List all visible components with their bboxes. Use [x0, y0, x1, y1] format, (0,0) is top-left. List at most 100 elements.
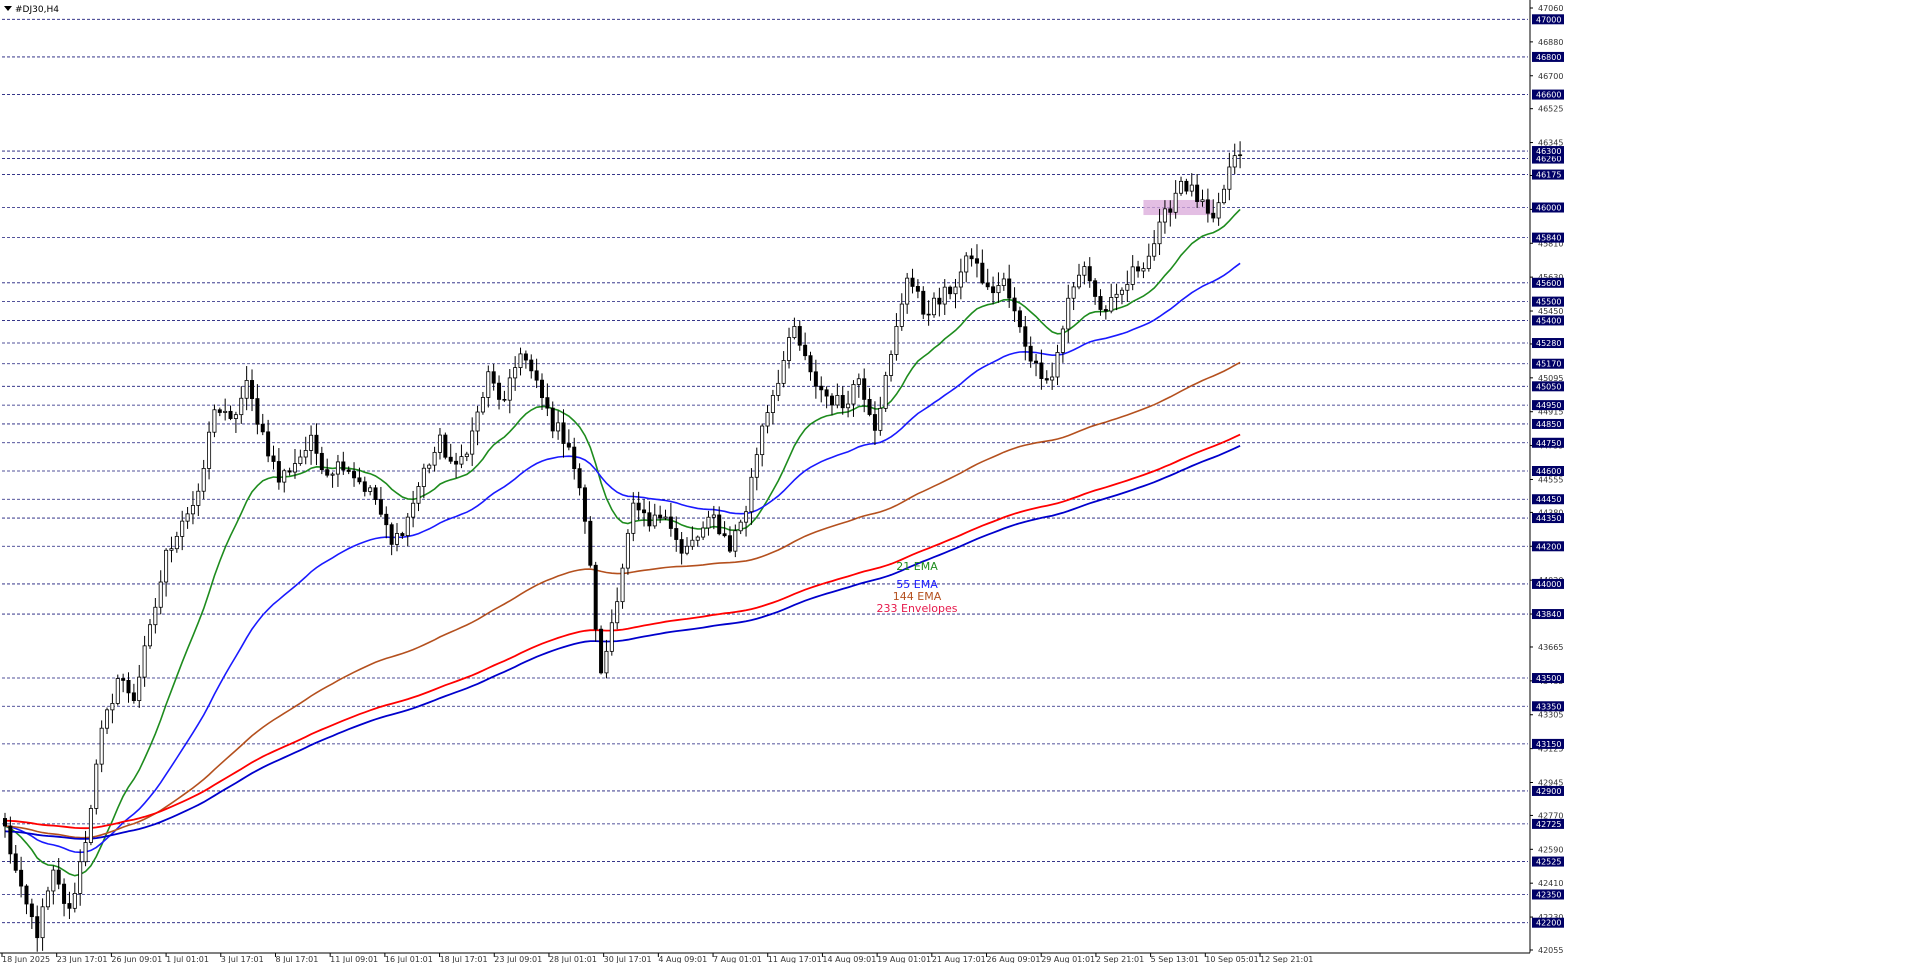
level-price-tag-bg — [1532, 169, 1564, 180]
candle — [13, 844, 18, 873]
candle-body — [1195, 184, 1200, 202]
candle-body — [1034, 360, 1039, 364]
candle-body — [19, 869, 24, 887]
candle-body — [115, 678, 120, 704]
candle — [432, 446, 437, 472]
candle — [813, 359, 818, 399]
candle-body — [663, 516, 668, 519]
candle-body — [223, 410, 228, 413]
level-price-tag-bg — [1532, 673, 1564, 684]
candle — [147, 618, 152, 649]
candle-body — [40, 906, 45, 939]
candle-body — [491, 371, 496, 384]
candle — [593, 561, 598, 642]
level-price-tag: 42725 — [1532, 818, 1564, 829]
level-price-tag-bg — [1532, 494, 1564, 505]
candle-body — [164, 549, 169, 583]
candle-body — [889, 354, 894, 376]
candle-body — [942, 286, 947, 305]
candle-body — [400, 533, 405, 536]
candle — [1227, 152, 1232, 201]
candle — [872, 401, 877, 446]
x-tick-label: 29 Aug 01:01 — [1041, 955, 1095, 963]
level-price-tag: 45400 — [1532, 315, 1564, 326]
x-tick-labels: 18 Jun 2025 23 Jun 17:01 26 Jun 09:01 1 Jul… — [1, 953, 1313, 964]
candle — [701, 521, 706, 541]
candle-body — [588, 520, 593, 566]
candle-body — [556, 422, 561, 432]
level-price-tag-bg — [1532, 856, 1564, 867]
candle-body — [776, 382, 781, 396]
candle — [932, 292, 937, 318]
candle — [486, 365, 491, 408]
candle-body — [1050, 376, 1055, 381]
x-tick-label: 28 Jul 01:01 — [549, 955, 597, 963]
y-tick-label: 44380 — [1538, 508, 1563, 517]
candle — [1200, 189, 1205, 207]
candle — [588, 516, 593, 568]
candle — [1087, 257, 1092, 288]
candle — [303, 436, 308, 465]
candle — [867, 388, 872, 417]
level-price-tag: 46260 — [1532, 153, 1564, 164]
candle — [894, 313, 899, 361]
candle — [1205, 188, 1210, 223]
candle-body — [862, 378, 867, 400]
candle-body — [1109, 297, 1114, 312]
candle — [341, 451, 346, 475]
candle-body — [357, 477, 362, 483]
candle — [684, 537, 689, 556]
level-price-label: 42525 — [1536, 858, 1561, 867]
candle-body — [13, 853, 18, 871]
candle — [953, 278, 958, 309]
legend-label: 233 Envelopes — [877, 602, 958, 615]
candle — [647, 501, 652, 532]
candle — [421, 463, 426, 499]
triangle-down-icon[interactable] — [4, 6, 12, 11]
y-tick-label: 42410 — [1538, 879, 1563, 888]
candle — [45, 886, 50, 910]
candle — [1039, 349, 1044, 390]
candle-body — [937, 297, 942, 305]
level-price-tag-bg — [1532, 358, 1564, 369]
candle-body — [174, 535, 179, 550]
candle-body — [1238, 154, 1243, 157]
candle-body — [486, 371, 491, 398]
candle-body — [1232, 155, 1237, 168]
candle — [1179, 176, 1184, 196]
candle — [840, 386, 845, 415]
level-price-tag-bg — [1532, 153, 1564, 164]
level-price-tag-bg — [1532, 89, 1564, 100]
candle-body — [1012, 297, 1017, 312]
candle-body — [787, 337, 792, 361]
candle-body — [593, 564, 598, 630]
candle-body — [679, 539, 684, 554]
x-tick-label: 11 Aug 17:01 — [768, 955, 822, 963]
candle-body — [545, 397, 550, 409]
candle-body — [475, 411, 480, 432]
candle-body — [905, 277, 910, 305]
candle-body — [566, 443, 571, 448]
level-price-tag-bg — [1532, 466, 1564, 477]
candle — [620, 563, 625, 609]
candle — [51, 865, 56, 905]
candle-body — [341, 461, 346, 471]
candle — [266, 419, 271, 463]
candle-body — [432, 451, 437, 466]
candle — [223, 398, 228, 421]
candle — [609, 609, 614, 656]
candle — [1060, 325, 1065, 363]
candle — [631, 492, 636, 542]
candle — [695, 535, 700, 547]
y-tick-label: 42945 — [1538, 778, 1563, 787]
candle — [1232, 143, 1237, 174]
level-price-tag-bg — [1532, 400, 1564, 411]
candle-body — [577, 468, 582, 489]
level-price-label: 47000 — [1536, 15, 1561, 24]
candle — [545, 383, 550, 417]
candle-body — [684, 545, 689, 554]
candle — [174, 531, 179, 553]
candle-body — [411, 502, 416, 518]
